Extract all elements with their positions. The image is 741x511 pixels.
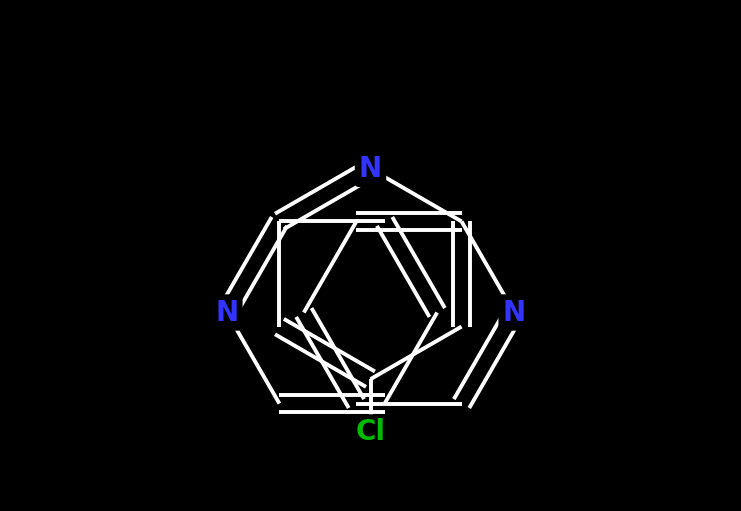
Text: N: N: [359, 155, 382, 183]
Text: N: N: [216, 298, 239, 327]
Text: Cl: Cl: [356, 419, 385, 447]
Text: N: N: [502, 298, 525, 327]
